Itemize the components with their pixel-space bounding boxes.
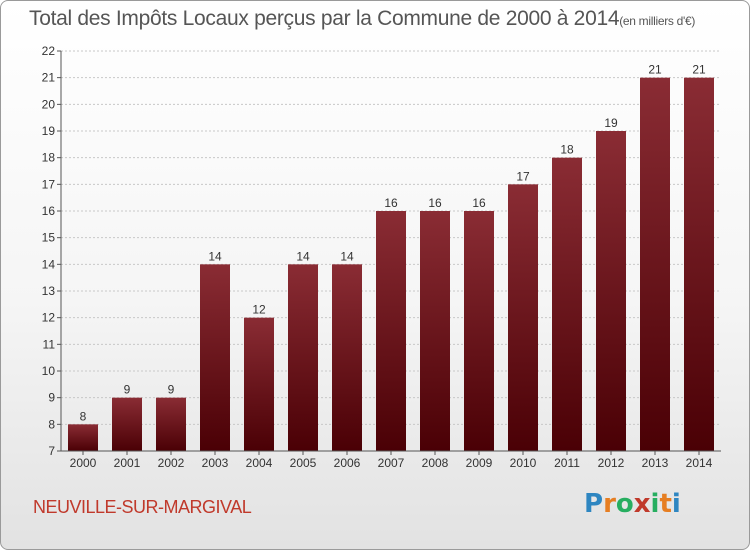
bar [200,264,230,451]
bar [552,157,582,451]
data-label: 8 [80,409,87,423]
data-label: 14 [296,249,310,263]
x-tick-label: 2012 [598,456,625,470]
data-label: 16 [428,196,442,210]
bar [508,184,538,452]
data-label: 16 [472,196,486,210]
y-tick-label: 13 [42,284,56,298]
bar [156,397,186,451]
bar [68,424,98,451]
y-tick-label: 10 [42,364,56,378]
logo-letter: t [659,489,672,519]
x-tick-label: 2006 [334,456,361,470]
y-tick-label: 20 [42,97,56,111]
data-label: 12 [252,303,266,317]
y-tick-label: 9 [48,391,55,405]
proxiti-logo: Proxiti [584,489,681,519]
chart-title-text: Total des Impôts Locaux perçus par la Co… [29,7,620,30]
y-tick-label: 11 [43,337,56,351]
x-tick-label: 2011 [554,456,580,470]
y-tick-label: 15 [42,231,56,245]
bar [640,77,670,452]
y-tick-label: 18 [42,151,56,165]
x-tick-label: 2005 [290,456,317,470]
x-tick-label: 2000 [70,456,97,470]
bar [288,264,318,451]
bar [112,397,142,451]
x-tick-label: 2002 [158,456,185,470]
y-tick-label: 14 [42,257,56,271]
y-tick-label: 12 [42,311,56,325]
y-tick-label: 7 [48,444,55,458]
y-tick-label: 19 [42,124,56,138]
data-label: 18 [560,143,574,157]
data-label: 9 [168,383,175,397]
logo-letter: x [633,489,651,519]
bar [596,131,626,451]
y-tick-label: 17 [42,177,56,191]
logo-letter: o [615,489,634,519]
y-tick-label: 8 [48,417,55,431]
bar [376,211,406,451]
bar [332,264,362,451]
data-label: 9 [124,383,131,397]
bar [684,77,714,452]
commune-name: NEUVILLE-SUR-MARGIVAL [33,497,252,517]
logo-letter: i [671,489,681,519]
bar [244,317,274,451]
data-label: 19 [604,116,618,130]
bars: 8 9 9 14 12 14 14 16 16 16 17 18 19 21 21 [68,63,714,452]
data-label: 14 [208,249,222,263]
x-tick-label: 2004 [246,456,273,470]
bar [420,211,450,451]
axes: 7 8 9 10 11 12 13 14 15 16 17 18 19 20 21 22 2000 2001 200… [42,44,721,470]
y-tick-label: 21 [42,71,56,85]
data-label: 21 [648,63,662,77]
data-label: 21 [692,63,706,77]
y-tick-label: 22 [42,44,56,58]
logo-letter: P [584,489,604,519]
x-tick-label: 2007 [378,456,405,470]
data-label: 17 [516,169,530,183]
logo-letter: i [650,489,660,519]
x-tick-label: 2014 [686,456,713,470]
x-tick-label: 2013 [642,456,669,470]
x-tick-label: 2009 [466,456,493,470]
data-label: 16 [384,196,398,210]
logo-letter: r [603,489,616,519]
x-tick-label: 2001 [114,456,141,470]
data-label: 14 [340,249,354,263]
chart-title: Total des Impôts Locaux perçus par la Co… [29,7,695,31]
y-tick-label: 16 [42,204,56,218]
unit-label: (en milliers d'€) [619,14,696,28]
x-tick-label: 2010 [510,456,537,470]
x-tick-label: 2008 [422,456,449,470]
x-tick-label: 2003 [202,456,229,470]
bar [464,211,494,451]
